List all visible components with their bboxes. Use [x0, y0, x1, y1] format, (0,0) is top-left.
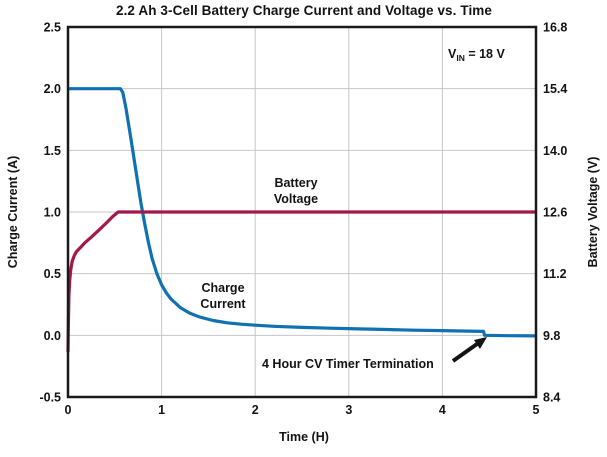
y-left-tick-label: 0.5: [44, 267, 61, 281]
y-left-tick-labels: 2.5 2.0 1.5 1.0 0.5 0.0 -0.5: [39, 21, 61, 405]
x-axis-label: Time (H): [279, 430, 329, 444]
x-tick-labels: 0 1 2 3 4 5: [65, 403, 540, 417]
y-right-tick-label: 8.4: [543, 391, 560, 405]
cv-timer-arrow: [451, 337, 487, 363]
chart-title: 2.2 Ah 3-Cell Battery Charge Current and…: [116, 3, 492, 18]
y-right-tick-label: 11.2: [543, 267, 567, 281]
y-right-tick-label: 9.8: [543, 329, 560, 343]
battery-voltage-label: Battery Voltage: [274, 176, 318, 206]
x-tick-label: 0: [65, 403, 72, 417]
charge-current-label: Charge Current: [200, 281, 246, 311]
vin-value: = 18 V: [465, 47, 506, 61]
y-left-tick-label: 2.5: [44, 21, 61, 35]
y-left-tick-label: 0.0: [44, 329, 61, 343]
y-right-tick-label: 14.0: [543, 144, 567, 158]
y-right-tick-labels: 16.8 15.4 14.0 12.6 11.2 9.8 8.4: [543, 21, 567, 405]
y-left-tick-label: -0.5: [39, 391, 61, 405]
vin-annotation: VIN = 18 V: [448, 47, 505, 63]
cv-timer-annotation: 4 Hour CV Timer Termination: [262, 357, 434, 371]
x-tick-label: 1: [158, 403, 165, 417]
series-lines: [66, 87, 537, 353]
charge-current-line: [68, 87, 537, 338]
y-left-tick-label: 1.0: [44, 206, 61, 220]
x-tick-label: 4: [439, 403, 446, 417]
vin-symbol: V: [448, 47, 457, 61]
plot-border: [66, 25, 538, 399]
x-tick-label: 2: [252, 403, 259, 417]
y-right-axis-label: Battery Voltage (V): [586, 157, 600, 268]
x-tick-label: 5: [533, 403, 540, 417]
vin-subscript: IN: [456, 53, 465, 63]
x-tick-label: 3: [345, 403, 352, 417]
y-right-tick-label: 15.4: [543, 82, 567, 96]
y-left-tick-label: 2.0: [44, 82, 61, 96]
y-left-tick-label: 1.5: [44, 144, 61, 158]
battery-voltage-line: [66, 210, 536, 353]
y-right-tick-label: 16.8: [543, 21, 567, 35]
y-left-axis-label: Charge Current (A): [6, 156, 20, 269]
y-right-tick-label: 12.6: [543, 206, 567, 220]
